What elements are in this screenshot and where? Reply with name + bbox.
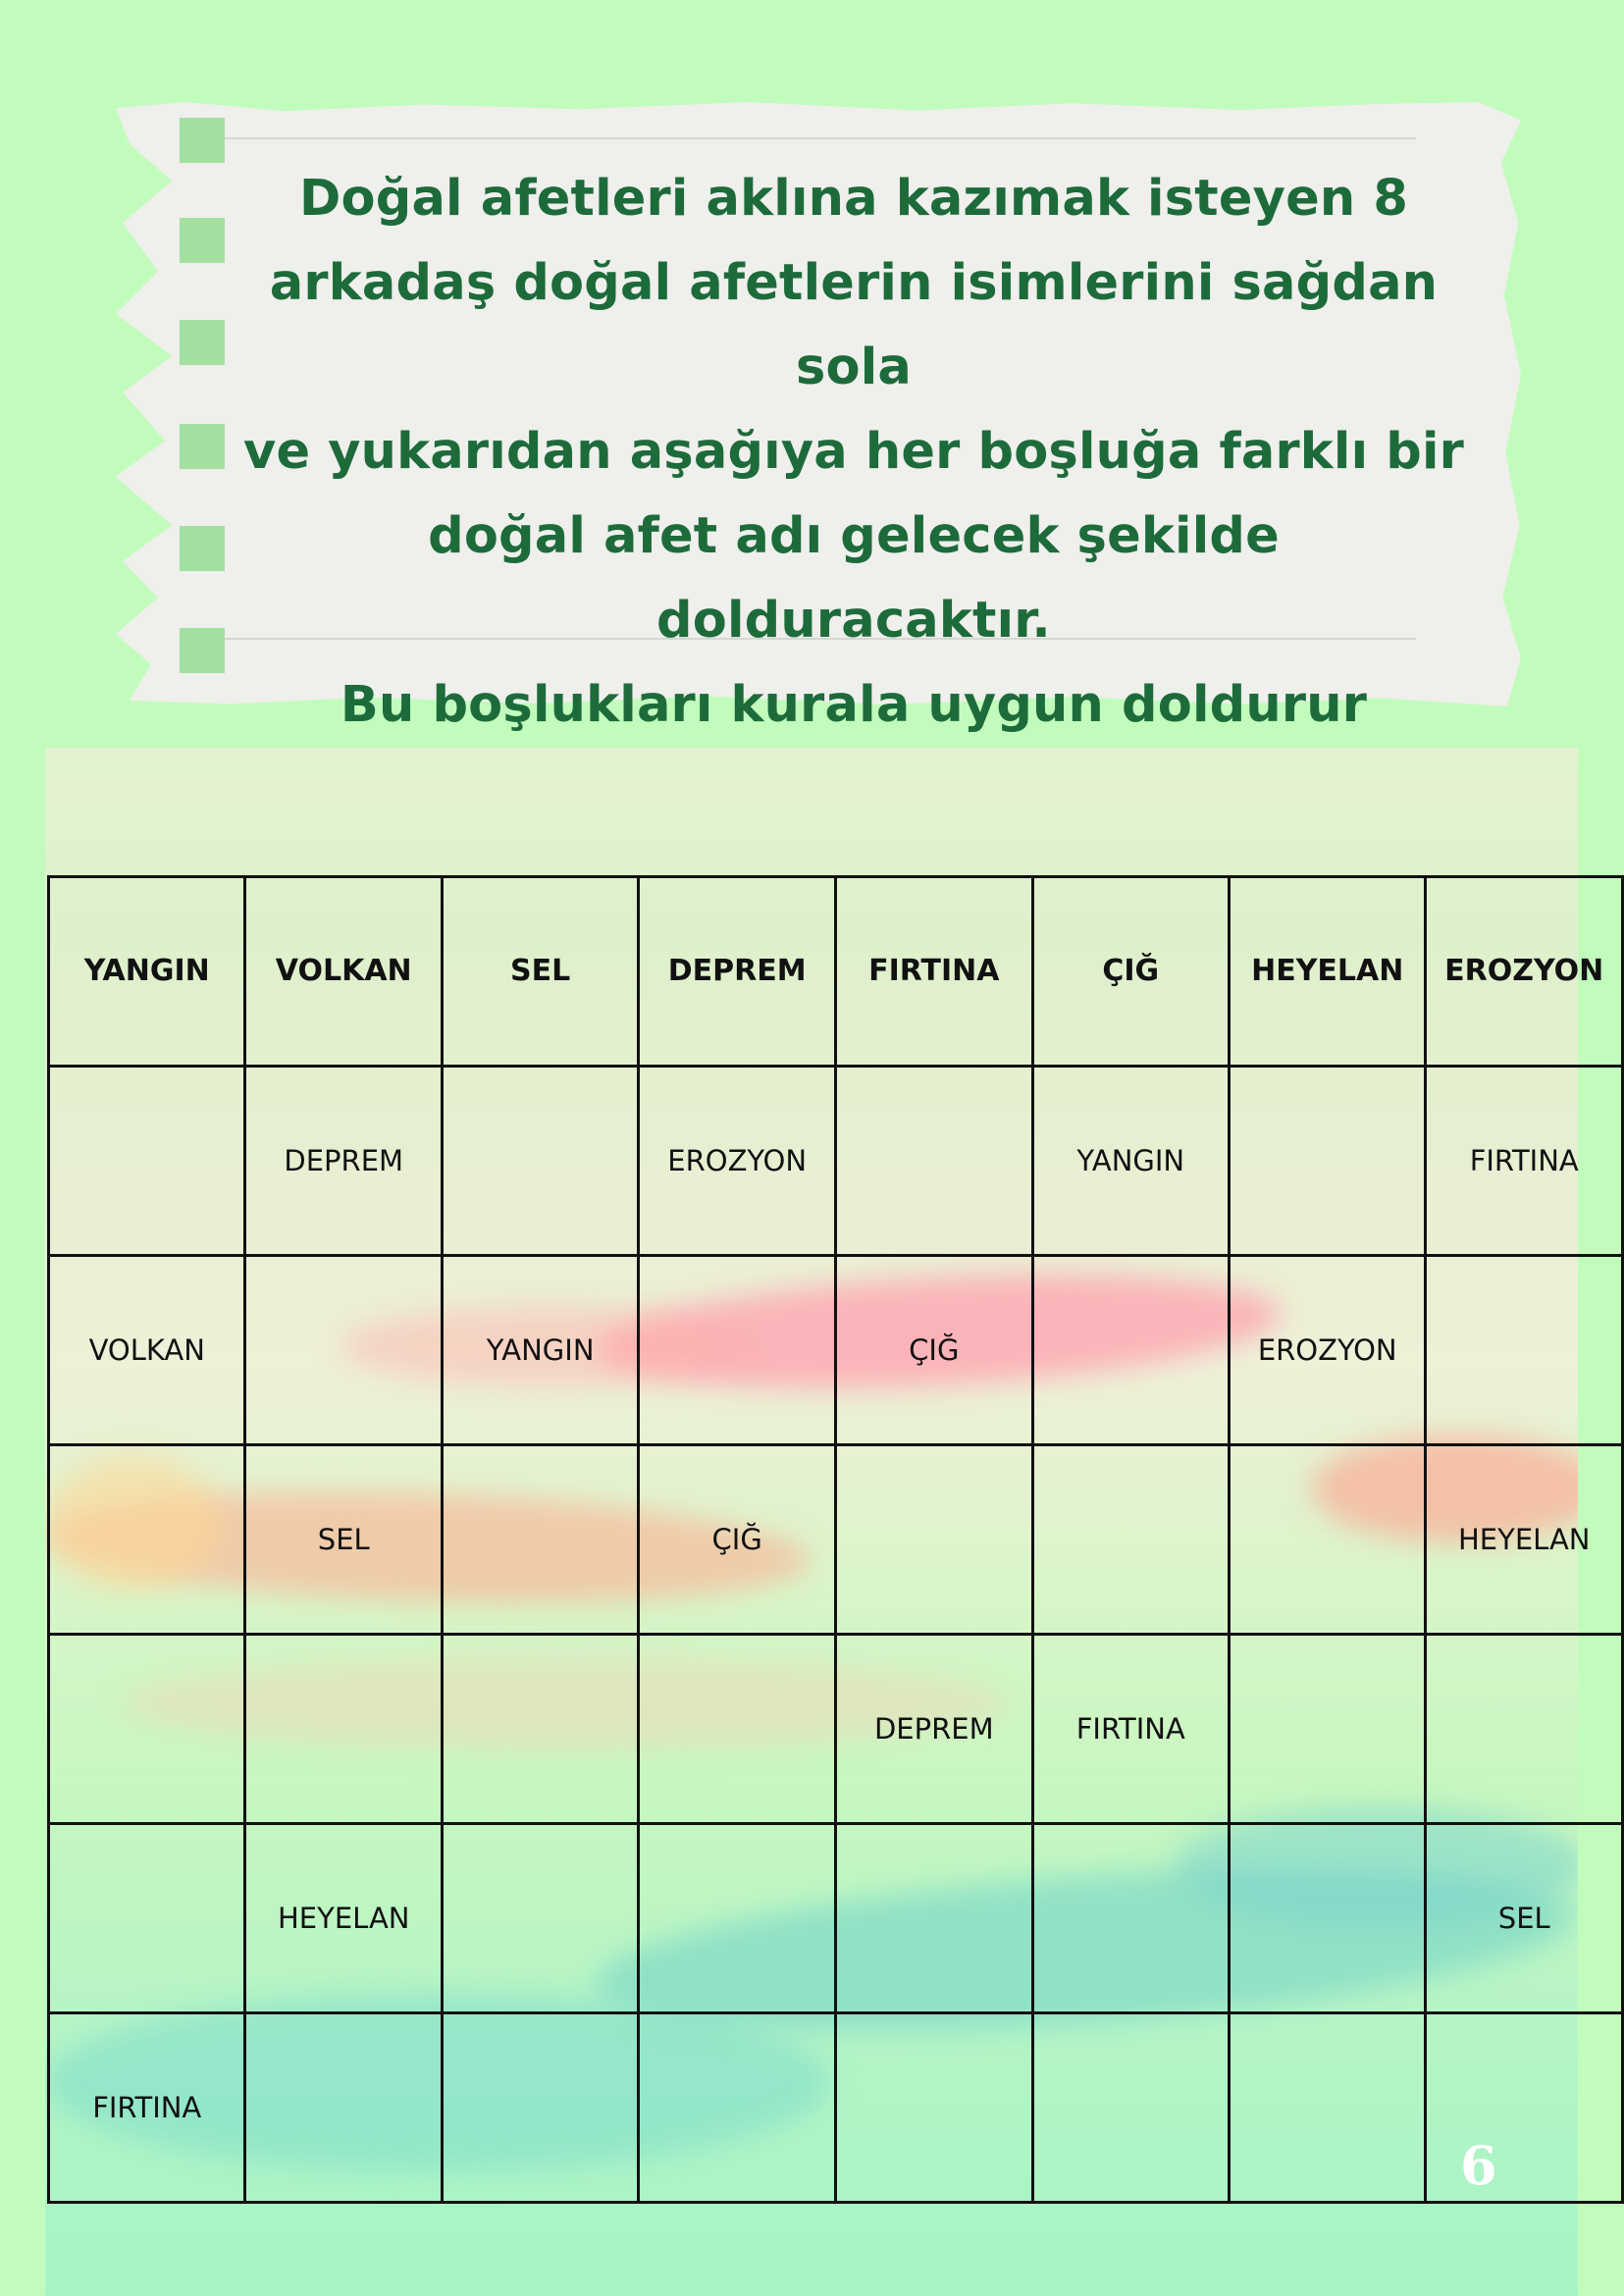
grid-row: HEYELAN SEL bbox=[46, 1822, 1624, 2014]
grid-cell bbox=[1030, 2011, 1231, 2204]
grid-row: VOLKAN YANGIN ÇIĞ EROZYON bbox=[46, 1254, 1624, 1446]
grid-header-cell: EROZYON bbox=[1424, 875, 1624, 1068]
note-binding-tab bbox=[180, 526, 225, 571]
grid-header-cell: HEYELAN bbox=[1227, 875, 1428, 1068]
grid-cell bbox=[46, 1633, 247, 1825]
grid-cell: EROZYON bbox=[637, 1065, 838, 1257]
grid-cell bbox=[243, 2011, 444, 2204]
grid-cell: HEYELAN bbox=[1424, 1443, 1624, 1636]
grid-cell bbox=[834, 1822, 1034, 2014]
note-binding-tab bbox=[180, 218, 225, 263]
grid-header-cell: VOLKAN bbox=[243, 875, 444, 1068]
grid-row: SEL ÇIĞ HEYELAN bbox=[46, 1443, 1624, 1636]
grid-cell bbox=[440, 1065, 641, 1257]
instruction-note bbox=[116, 102, 1521, 706]
grid-cell bbox=[1227, 1065, 1428, 1257]
grid-cell bbox=[243, 1633, 444, 1825]
note-binding-tab bbox=[180, 424, 225, 469]
grid-cell bbox=[46, 1443, 247, 1636]
grid-header-row: YANGIN VOLKAN SEL DEPREM FIRTINA ÇIĞ HEYELAN ER… bbox=[46, 875, 1624, 1068]
grid-cell: FIRTINA bbox=[1030, 1633, 1231, 1825]
page-number: 6 bbox=[1460, 2134, 1497, 2197]
note-binding-tab bbox=[180, 628, 225, 673]
note-binding-tab bbox=[180, 118, 225, 163]
grid-cell bbox=[46, 1822, 247, 2014]
grid-cell bbox=[1030, 1443, 1231, 1636]
grid-cell: FIRTINA bbox=[46, 2011, 247, 2204]
grid-cell bbox=[834, 1065, 1034, 1257]
instruction-line: doğal afet adı gelecek şekilde dolduraca… bbox=[428, 507, 1280, 650]
grid-header-cell: SEL bbox=[440, 875, 641, 1068]
grid-cell bbox=[440, 2011, 641, 2204]
instruction-line: arkadaş doğal afetlerin isimlerini sağda… bbox=[269, 254, 1439, 396]
disaster-grid: YANGIN VOLKAN SEL DEPREM FIRTINA ÇIĞ HEYELAN ER… bbox=[46, 875, 1624, 2204]
grid-header-cell: FIRTINA bbox=[834, 875, 1034, 1068]
note-ruled-line bbox=[189, 638, 1416, 640]
grid-cell bbox=[440, 1633, 641, 1825]
grid-cell bbox=[637, 1254, 838, 1446]
grid-cell: HEYELAN bbox=[243, 1822, 444, 2014]
grid-cell bbox=[1227, 2011, 1428, 2204]
grid-cell bbox=[834, 1443, 1034, 1636]
grid-cell: DEPREM bbox=[834, 1633, 1034, 1825]
grid-cell bbox=[46, 1065, 247, 1257]
grid-cell bbox=[1030, 1822, 1231, 2014]
grid-cell: SEL bbox=[243, 1443, 444, 1636]
grid-row: DEPREM EROZYON YANGIN FIRTINA bbox=[46, 1065, 1624, 1257]
grid-cell bbox=[1030, 1254, 1231, 1446]
grid-cell bbox=[637, 2011, 838, 2204]
grid-cell: SEL bbox=[1424, 1822, 1624, 2014]
instruction-text: Doğal afetleri aklına kazımak isteyen 8 … bbox=[231, 157, 1477, 832]
grid-cell bbox=[637, 1633, 838, 1825]
grid-row: FIRTINA bbox=[46, 2011, 1624, 2204]
grid-cell: DEPREM bbox=[243, 1065, 444, 1257]
grid-cell: YANGIN bbox=[1030, 1065, 1231, 1257]
note-ruled-line bbox=[189, 137, 1416, 139]
grid-header-cell: DEPREM bbox=[637, 875, 838, 1068]
grid-cell bbox=[440, 1822, 641, 2014]
grid-cell bbox=[1227, 1822, 1428, 2014]
note-binding-tab bbox=[180, 320, 225, 365]
grid-cell: ÇIĞ bbox=[834, 1254, 1034, 1446]
grid-cell bbox=[1227, 1443, 1428, 1636]
grid-cell bbox=[243, 1254, 444, 1446]
grid-header-cell: ÇIĞ bbox=[1030, 875, 1231, 1068]
grid-cell: FIRTINA bbox=[1424, 1065, 1624, 1257]
grid-row: DEPREM FIRTINA bbox=[46, 1633, 1624, 1825]
grid-cell bbox=[834, 2011, 1034, 2204]
grid-cell bbox=[637, 1822, 838, 2014]
grid-cell bbox=[440, 1443, 641, 1636]
grid-cell bbox=[1424, 1254, 1624, 1446]
grid-cell: EROZYON bbox=[1227, 1254, 1428, 1446]
grid-header-cell: YANGIN bbox=[46, 875, 247, 1068]
grid-cell bbox=[1424, 1633, 1624, 1825]
grid-cell: ÇIĞ bbox=[637, 1443, 838, 1636]
grid-cell: YANGIN bbox=[440, 1254, 641, 1446]
instruction-line: ve yukarıdan aşağıya her boşluğa farklı … bbox=[243, 423, 1464, 481]
instruction-line: Doğal afetleri aklına kazımak isteyen 8 bbox=[298, 170, 1409, 228]
grid-cell bbox=[1227, 1633, 1428, 1825]
grid-cell: VOLKAN bbox=[46, 1254, 247, 1446]
grid-cell bbox=[1424, 2011, 1624, 2204]
